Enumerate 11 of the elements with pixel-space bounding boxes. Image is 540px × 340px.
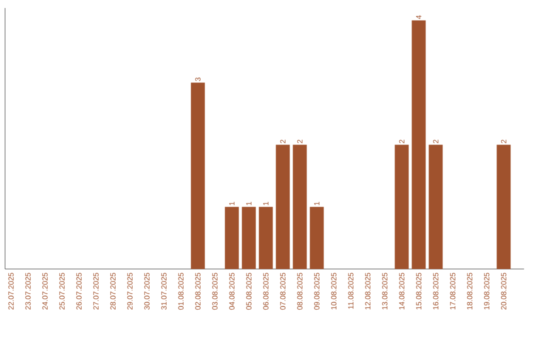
bar — [394, 144, 409, 269]
bar — [258, 206, 273, 269]
bar — [412, 20, 426, 269]
bar — [428, 144, 443, 269]
bar — [276, 144, 290, 269]
bar — [292, 144, 307, 269]
bar — [310, 206, 324, 269]
bar — [242, 206, 256, 269]
bar — [224, 206, 239, 269]
bar — [496, 144, 511, 269]
bar — [190, 82, 205, 269]
